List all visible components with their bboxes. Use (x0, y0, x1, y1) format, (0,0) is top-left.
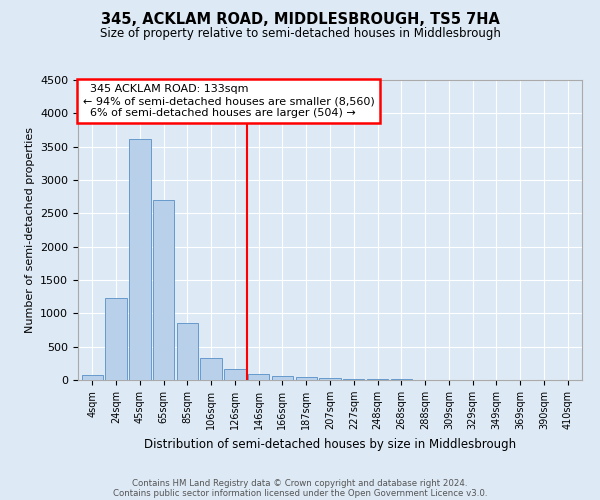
Bar (82, 374, 103, 380)
Text: Size of property relative to semi-detached houses in Middlesbrough: Size of property relative to semi-detach… (100, 28, 500, 40)
Bar (296, 378, 317, 380)
Bar (224, 368, 245, 380)
Bar (319, 378, 341, 380)
Text: 345, ACKLAM ROAD, MIDDLESBROUGH, TS5 7HA: 345, ACKLAM ROAD, MIDDLESBROUGH, TS5 7HA (101, 12, 499, 28)
Bar (248, 374, 269, 380)
Bar (106, 298, 127, 380)
Bar (272, 376, 293, 380)
Bar (176, 322, 198, 380)
Bar (200, 358, 222, 380)
Text: Contains HM Land Registry data © Crown copyright and database right 2024.: Contains HM Land Registry data © Crown c… (132, 478, 468, 488)
Text: 345 ACKLAM ROAD: 133sqm
← 94% of semi-detached houses are smaller (8,560)
  6% o: 345 ACKLAM ROAD: 133sqm ← 94% of semi-de… (83, 84, 375, 117)
Y-axis label: Number of semi-detached properties: Number of semi-detached properties (25, 127, 35, 333)
X-axis label: Distribution of semi-detached houses by size in Middlesbrough: Distribution of semi-detached houses by … (144, 438, 516, 450)
Bar (343, 378, 364, 380)
Bar (153, 200, 174, 380)
Bar (129, 138, 151, 380)
Bar (367, 379, 388, 380)
Text: Contains public sector information licensed under the Open Government Licence v3: Contains public sector information licen… (113, 488, 487, 498)
